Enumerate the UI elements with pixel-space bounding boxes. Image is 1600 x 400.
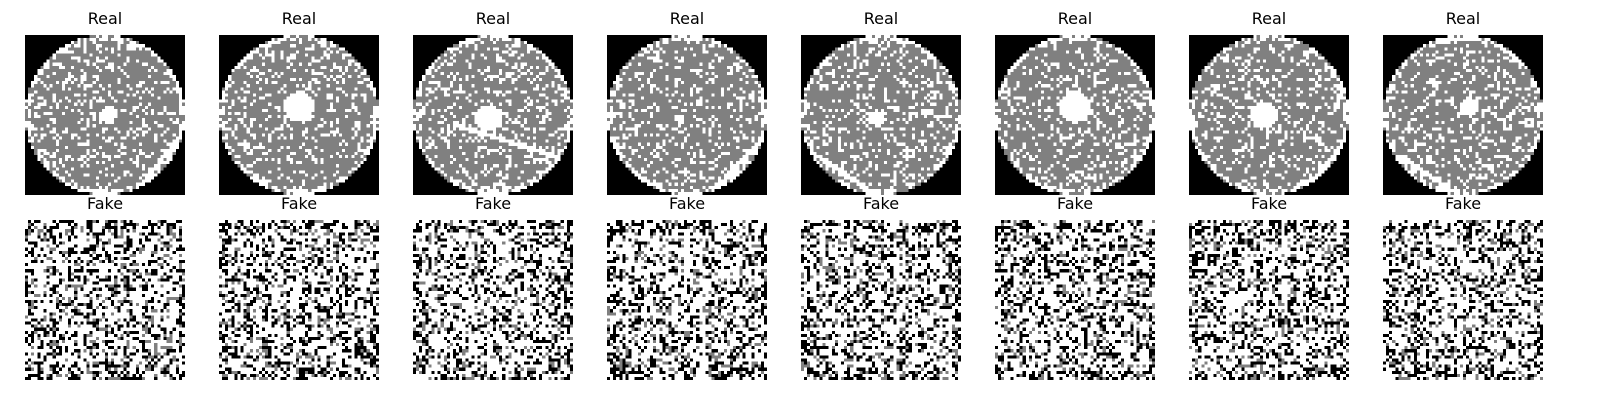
real-wafer-image-8 <box>1383 35 1543 195</box>
real-title-6: Real <box>1057 9 1093 28</box>
real-title-3: Real <box>475 9 511 28</box>
real-title-1: Real <box>87 9 123 28</box>
fake-noise-image-1 <box>25 220 185 380</box>
real-wafer-image-5 <box>801 35 961 195</box>
fake-noise-image-5 <box>801 220 961 380</box>
real-wafer-image-2 <box>219 35 379 195</box>
real-wafer-image-7 <box>1189 35 1349 195</box>
fake-noise-image-4 <box>607 220 767 380</box>
fake-title-1: Fake <box>86 194 124 213</box>
real-title-8: Real <box>1445 9 1481 28</box>
fake-noise-image-8 <box>1383 220 1543 380</box>
fake-noise-image-6 <box>995 220 1155 380</box>
fake-title-2: Fake <box>280 194 318 213</box>
fake-title-5: Fake <box>862 194 900 213</box>
fake-noise-image-3 <box>413 220 573 380</box>
fake-title-7: Fake <box>1250 194 1288 213</box>
real-title-5: Real <box>863 9 899 28</box>
real-title-7: Real <box>1251 9 1287 28</box>
fake-title-3: Fake <box>474 194 512 213</box>
fake-noise-image-2 <box>219 220 379 380</box>
real-wafer-image-4 <box>607 35 767 195</box>
real-wafer-image-1 <box>25 35 185 195</box>
fake-noise-image-7 <box>1189 220 1349 380</box>
real-wafer-image-3 <box>413 35 573 195</box>
real-title-2: Real <box>281 9 317 28</box>
fake-title-6: Fake <box>1056 194 1094 213</box>
real-wafer-image-6 <box>995 35 1155 195</box>
real-title-4: Real <box>669 9 705 28</box>
fake-title-4: Fake <box>668 194 706 213</box>
fake-title-8: Fake <box>1444 194 1482 213</box>
